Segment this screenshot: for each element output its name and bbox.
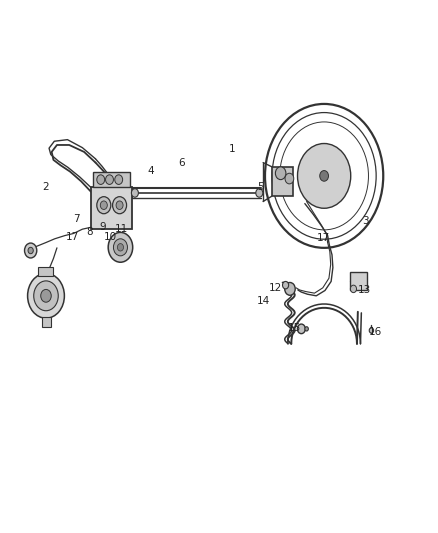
Text: 7: 7: [73, 214, 80, 223]
Text: 14: 14: [257, 296, 270, 306]
Text: 17: 17: [66, 232, 79, 242]
Circle shape: [320, 171, 328, 181]
Circle shape: [256, 189, 263, 197]
Circle shape: [297, 324, 305, 334]
Text: 15: 15: [288, 323, 301, 333]
Circle shape: [34, 281, 58, 311]
Text: 17: 17: [317, 233, 330, 243]
Text: 10: 10: [104, 232, 117, 242]
FancyBboxPatch shape: [93, 172, 131, 187]
Circle shape: [108, 232, 133, 262]
Circle shape: [369, 328, 374, 333]
Text: 8: 8: [86, 227, 93, 237]
Circle shape: [115, 175, 123, 184]
Circle shape: [41, 289, 51, 302]
Text: 12: 12: [268, 283, 282, 293]
Circle shape: [100, 201, 107, 209]
Circle shape: [131, 189, 138, 197]
Circle shape: [305, 327, 308, 331]
Text: 1: 1: [229, 144, 236, 154]
FancyBboxPatch shape: [42, 317, 51, 327]
Text: 3: 3: [362, 216, 369, 226]
Circle shape: [116, 201, 123, 209]
Circle shape: [350, 285, 357, 293]
Text: 9: 9: [99, 222, 106, 231]
Circle shape: [285, 282, 295, 295]
Circle shape: [97, 175, 105, 184]
Text: 2: 2: [42, 182, 49, 191]
Circle shape: [113, 197, 127, 214]
Text: 11: 11: [115, 224, 128, 234]
Circle shape: [117, 244, 124, 251]
Circle shape: [276, 167, 286, 180]
Circle shape: [28, 247, 33, 254]
Text: 16: 16: [369, 327, 382, 336]
Circle shape: [25, 243, 37, 258]
Circle shape: [113, 239, 127, 256]
FancyBboxPatch shape: [38, 267, 53, 276]
FancyBboxPatch shape: [350, 272, 367, 290]
Text: 5: 5: [257, 182, 264, 191]
Circle shape: [28, 273, 64, 318]
Circle shape: [297, 143, 351, 208]
FancyBboxPatch shape: [272, 167, 293, 196]
Circle shape: [97, 197, 111, 214]
Circle shape: [285, 173, 294, 184]
Text: 13: 13: [358, 286, 371, 295]
FancyBboxPatch shape: [91, 187, 132, 229]
Circle shape: [106, 175, 113, 184]
Text: 6: 6: [178, 158, 185, 167]
Text: 4: 4: [148, 166, 155, 175]
Circle shape: [283, 281, 289, 289]
